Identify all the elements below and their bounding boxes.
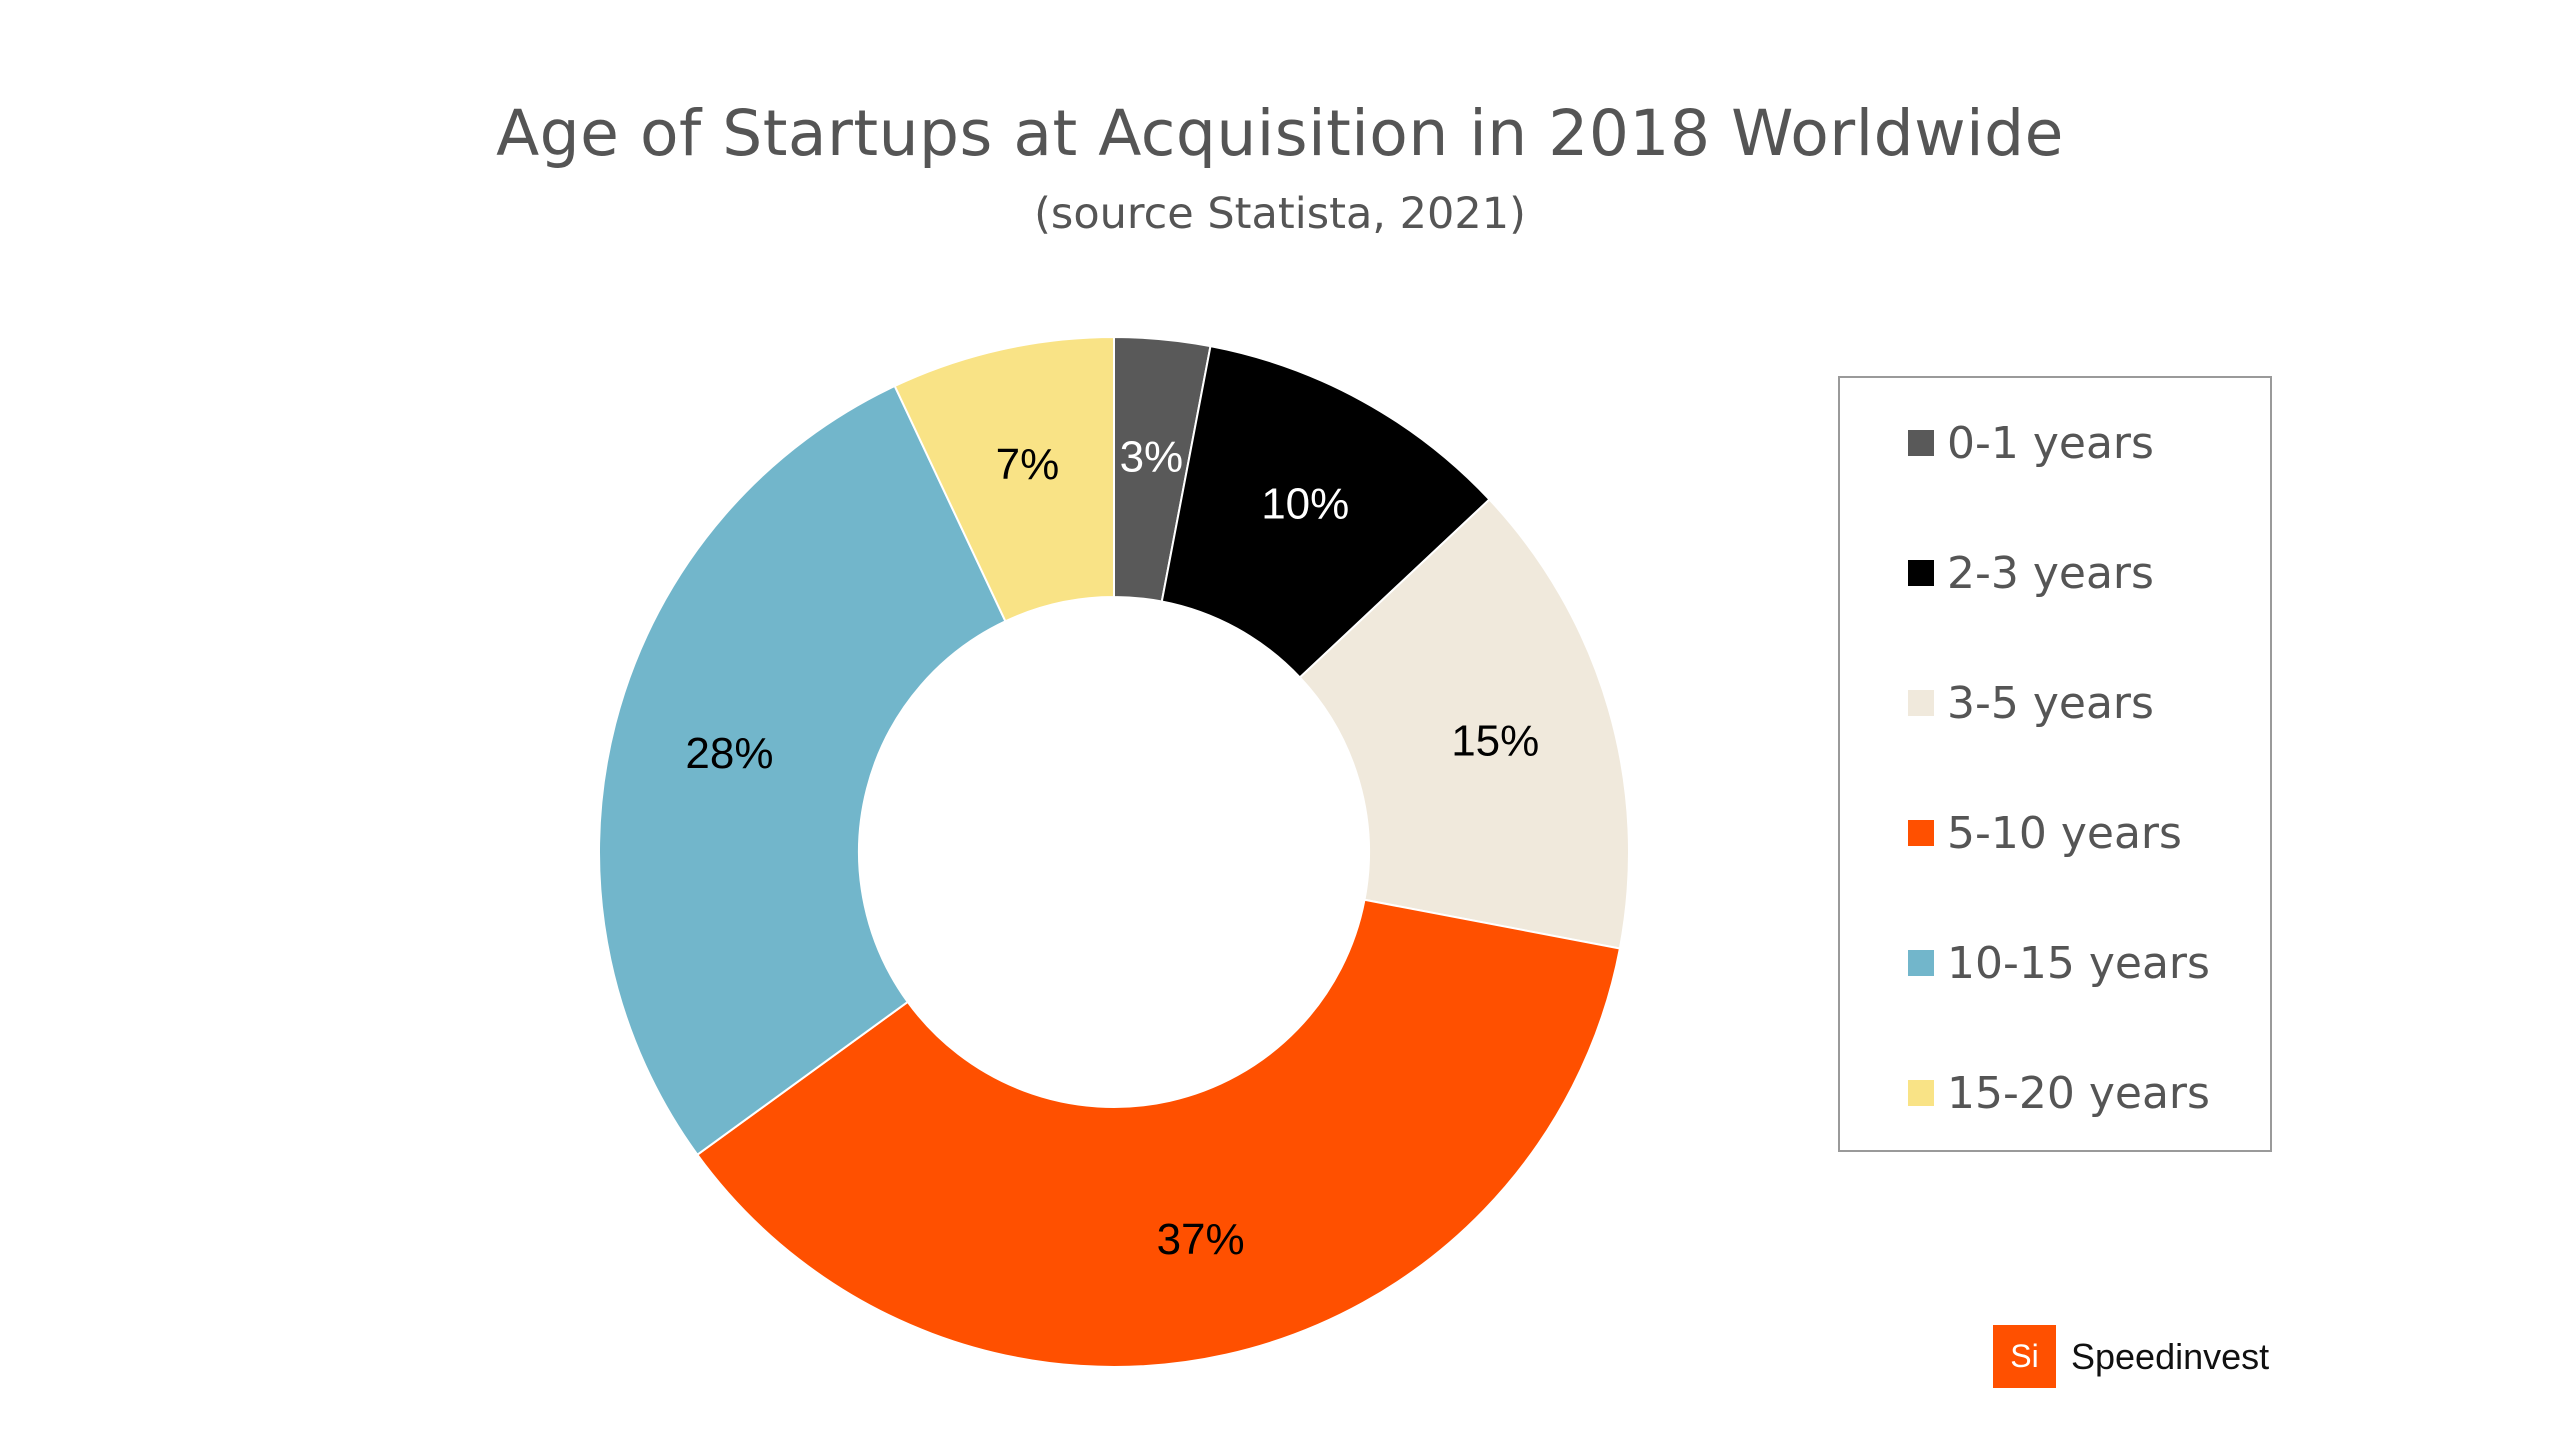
chart-legend: 0-1 years 2-3 years 3-5 years 5-10 years 10-… [1838, 376, 2272, 1152]
legend-swatch [1908, 1080, 1934, 1106]
brand: Si Speedinvest [1993, 1325, 2269, 1388]
brand-logo: Si [1993, 1325, 2056, 1388]
legend-swatch [1908, 430, 1934, 456]
data-label-15-20-years: 7% [996, 440, 1060, 489]
legend-label: 2-3 years [1947, 547, 2154, 599]
legend-swatch [1908, 560, 1934, 586]
legend-item-5-10-years: 5-10 years [1908, 803, 2182, 863]
chart-subtitle: (source Statista, 2021) [1034, 189, 1526, 239]
donut-slice-2-3-years [1160, 344, 1491, 679]
data-label-10-15-years: 28% [685, 729, 773, 778]
legend-swatch [1908, 950, 1934, 976]
legend-label: 10-15 years [1947, 937, 2210, 989]
legend-item-0-1-years: 0-1 years [1908, 413, 2154, 473]
brand-name: Speedinvest [2071, 1335, 2270, 1377]
legend-label: 0-1 years [1947, 417, 2154, 469]
legend-label: 5-10 years [1947, 807, 2182, 859]
legend-swatch [1908, 690, 1934, 716]
donut-slice-10-15-years [598, 384, 1007, 1157]
data-label-0-1-years: 3% [1120, 432, 1184, 481]
chart-title: Age of Startups at Acquisition in 2018 W… [496, 97, 2064, 170]
legend-label: 3-5 years [1947, 677, 2154, 729]
legend-swatch [1908, 820, 1934, 846]
legend-label: 15-20 years [1947, 1067, 2210, 1119]
legend-item-10-15-years: 10-15 years [1908, 933, 2210, 993]
data-label-2-3-years: 10% [1261, 480, 1349, 529]
donut-slice-5-10-years [695, 898, 1622, 1369]
legend-item-3-5-years: 3-5 years [1908, 673, 2154, 733]
data-label-3-5-years: 15% [1451, 717, 1539, 766]
donut-slice-15-20-years [893, 335, 1115, 623]
legend-item-15-20-years: 15-20 years [1908, 1063, 2210, 1123]
data-label-5-10-years: 37% [1157, 1215, 1245, 1264]
legend-item-2-3-years: 2-3 years [1908, 543, 2154, 603]
donut-slice-3-5-years [1298, 498, 1630, 950]
